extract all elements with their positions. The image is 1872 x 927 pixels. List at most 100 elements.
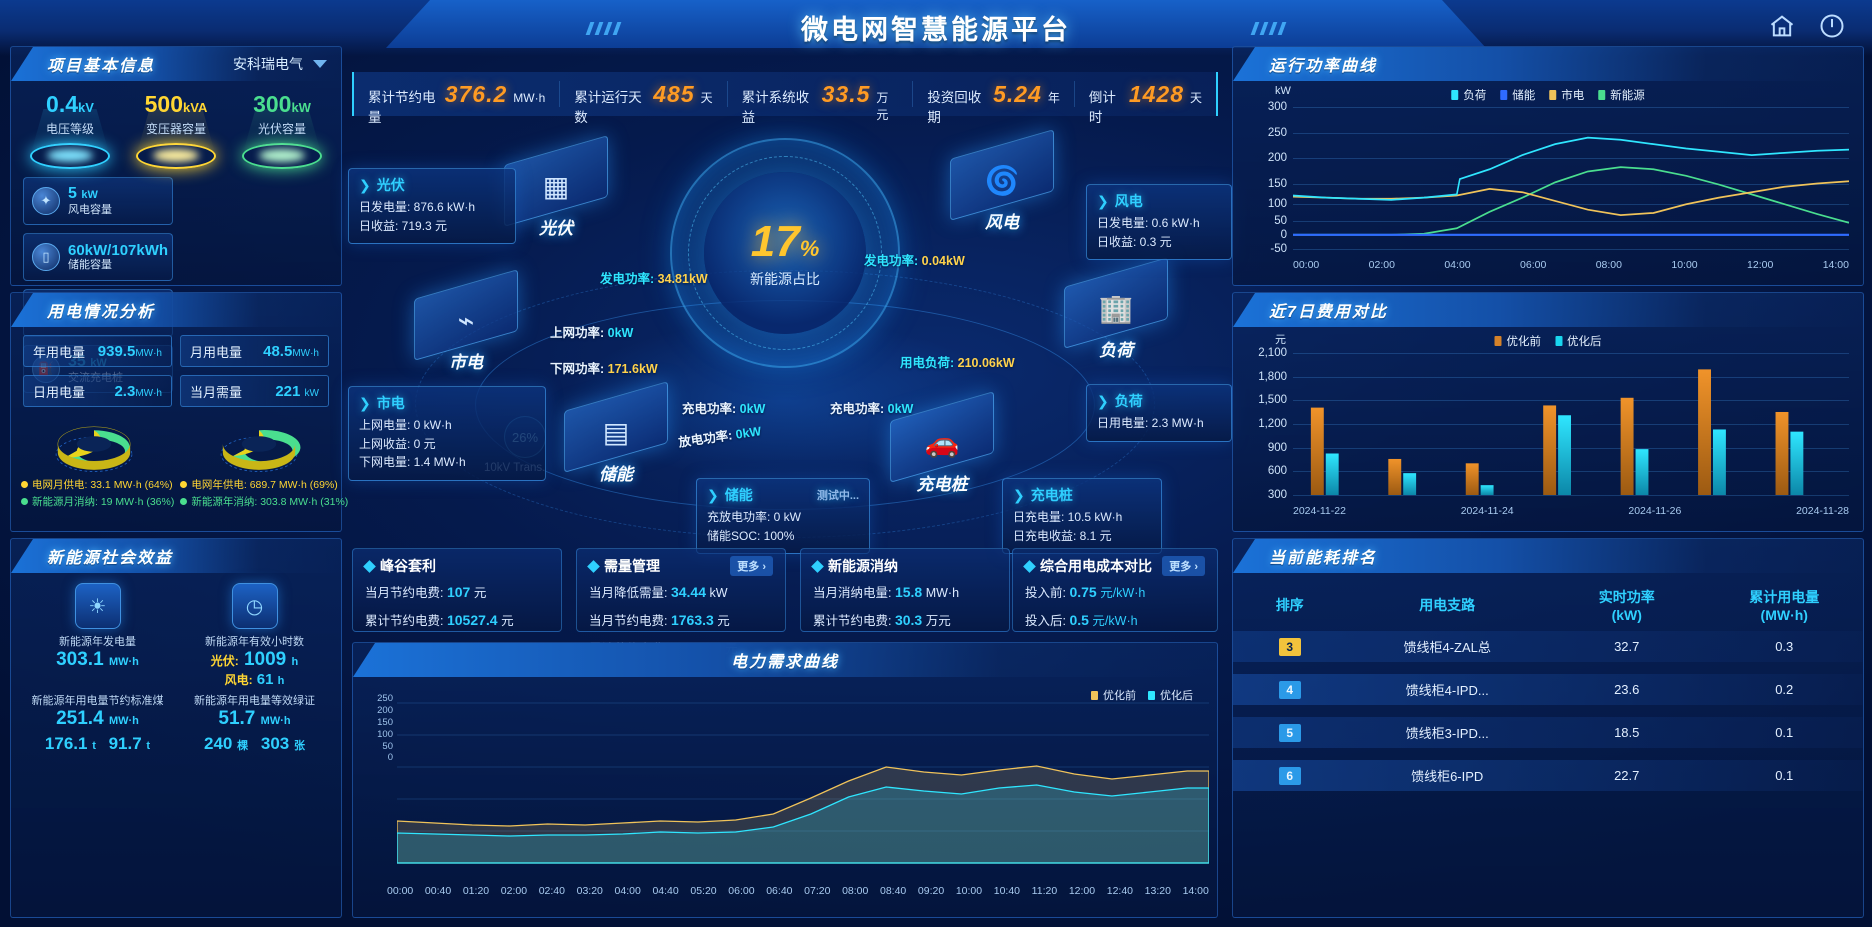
panel-demand-curve: 电力需求曲线 优化前 优化后 250 200 150 100 50 0 00:00 00:4… (352, 642, 1218, 918)
panel-title: 当前能耗排名 (1269, 550, 1378, 567)
cost-x-axis: 2024-11-22 2024-11-24 2024-11-26 2024-11… (1293, 505, 1849, 517)
stat-label: 累计系统收益 (741, 90, 810, 125)
corner-flag-icon (13, 294, 27, 308)
legend-text: 电网年供电: 689.7 MW·h (69%) (191, 479, 338, 491)
flow-value: 34.81 (657, 272, 689, 286)
power-y-unit: kW (1275, 85, 1291, 97)
legend-text: 新能源月消纳: 19 MW·h (36%) (32, 496, 175, 508)
card-title: 市电 (376, 395, 405, 411)
panel-header: 项目基本信息 安科瑞电气 (11, 47, 341, 81)
cell-label: 储能容量 (68, 259, 112, 272)
card-title: 负荷 (1114, 393, 1143, 409)
usage-row-1: 年用电量 939.5MW·h 月用电量 48.5MW·h (11, 327, 341, 367)
card-title: 充电桩 (1030, 487, 1073, 503)
demand-series-svg (397, 702, 1209, 864)
stat-value: 485 (653, 81, 695, 107)
power-x-axis: 00:00 02:00 04:00 06:00 08:00 10:00 12:0… (1293, 259, 1849, 271)
table-row[interactable]: 4 馈线柜4-IPD... 23.6 0.2 (1233, 674, 1863, 705)
node-charger[interactable]: 🚗 充电桩 (890, 391, 994, 495)
donut-monthly-supply (38, 413, 150, 475)
home-icon[interactable] (1768, 12, 1796, 40)
panel-header: 当前能耗排名 (1233, 539, 1863, 573)
kpi-value: 1763.3 (670, 612, 714, 629)
kpi-renewable-consumption: 新能源消纳 当月消纳电量: 15.8 MW·h 累计节约电费: 30.3 万元 (800, 548, 1010, 632)
stat-countdown: 倒计时 1428 天 (1075, 81, 1216, 125)
social-item-annual-generation: ☀ 新能源年发电量 303.1 MW·h (19, 583, 176, 688)
branch-name: 馈线柜4-IPD... (1405, 683, 1489, 698)
cell-value: 60kW/107kWh (68, 242, 169, 260)
stat-system-revenue: 累计系统收益 33.5 万元 (728, 81, 914, 125)
node-label: 风电 (985, 213, 1019, 232)
flow-value: 0 (607, 326, 615, 340)
kpi-label: 累计节约电费: (813, 614, 892, 629)
card-title: 风电 (1114, 193, 1143, 209)
legend-label: 优化前 (1506, 336, 1542, 348)
corner-flag-icon (1235, 540, 1249, 554)
kpi-value: 107 (446, 584, 471, 600)
table-row[interactable]: 3 馈线柜4-ZAL总 32.7 0.3 (1233, 631, 1863, 662)
energy-value: 0.1 (1775, 725, 1794, 740)
power-value: 22.7 (1614, 768, 1640, 783)
usage-unit: MW·h (135, 347, 162, 359)
kpi-value: 10527.4 (446, 612, 498, 629)
energy-value: 0.3 (1775, 639, 1794, 654)
kpi-label: 当月节约电费: (365, 586, 444, 600)
flow-unit: kW (688, 272, 708, 286)
social-value: 176.1 (44, 734, 88, 753)
social-label: 新能源年用电量节约标准煤 (31, 695, 164, 707)
panel-social-benefits: 新能源社会效益 ☀ 新能源年发电量 303.1 MW·h ◷ 新能源年有效小时数… (10, 538, 342, 918)
corner-flag-icon (355, 644, 369, 658)
gauge-value: 500 (144, 91, 184, 117)
usage-label: 日用电量 (33, 384, 86, 400)
company-selector-label[interactable]: 安科瑞电气 (233, 56, 303, 72)
kpi-title: 新能源消纳 (828, 558, 898, 574)
table-row[interactable]: 6 馈线柜6-IPD 22.7 0.1 (1233, 760, 1863, 791)
x-tick: 12:00 (1747, 259, 1774, 271)
usage-unit: MW·h (135, 387, 162, 399)
table-row[interactable]: 5 馈线柜3-IPD... 18.5 0.1 (1233, 717, 1863, 748)
stat-run-days: 累计运行天数 485 天 (560, 81, 728, 125)
usage-legend-monthly: 电网月供电: 33.1 MW·h (64%) 新能源月消纳: 19 MW·h (… (21, 477, 174, 511)
node-pv[interactable]: ▦ 光伏 (504, 135, 608, 239)
flow-ev-charge-power: 充电功率: 0kW (830, 398, 913, 417)
node-wind[interactable]: 🌀 风电 (950, 129, 1054, 233)
legend-label: 市电 (1561, 90, 1585, 102)
flow-label: 用电负荷: (900, 356, 955, 370)
energy-value: 0.2 (1775, 682, 1794, 697)
power-chart-canvas: kW 负荷 储能 市电 新能源 300 250 200 150 100 50 0… (1241, 85, 1855, 271)
social-item-green-cert: 新能源年用电量等效绿证 51.7 MW·h (176, 692, 333, 730)
social-unit: 张 (293, 740, 305, 752)
panel-title: 运行功率曲线 (1269, 58, 1378, 75)
flow-value: 0 (739, 402, 747, 416)
chevron-right-icon: ❯ (1013, 486, 1025, 503)
col-rank: 排序 (1275, 597, 1304, 613)
social-sub-label: 风电: (224, 673, 253, 687)
chevron-down-icon[interactable] (313, 60, 327, 68)
chevron-right-icon: ❯ (359, 394, 371, 411)
capacity-gauges: 0.4kV 电压等级 500kVA 变压器容量 300kW 光伏容量 (11, 81, 341, 169)
bullet-icon (587, 559, 600, 573)
kpi-unit: 万元 (925, 614, 951, 629)
more-button[interactable]: 更多 › (1162, 556, 1205, 576)
social-sub-label: 光伏: (210, 654, 239, 668)
cell-value: 5 (68, 185, 77, 203)
page-title: 微电网智慧能源平台 (801, 15, 1071, 45)
gauge-unit: kVA (183, 100, 208, 115)
social-item-effective-hours: ◷ 新能源年有效小时数 光伏: 1009 h 风电: 61 h (176, 583, 333, 688)
panel-title: 新能源社会效益 (47, 550, 174, 567)
node-load[interactable]: 🏢 负荷 (1064, 257, 1168, 361)
node-grid[interactable]: ⌁ 市电 (414, 269, 518, 373)
power-icon[interactable] (1818, 12, 1846, 40)
y-tick: 50 (1274, 214, 1287, 227)
more-button[interactable]: 更多 › (730, 556, 773, 576)
battery-bank-icon: ▤ (602, 417, 630, 448)
node-storage[interactable]: ▤ 储能 (564, 381, 668, 485)
col-total-energy: 累计用电量 (MW·h) (1749, 589, 1820, 623)
demand-x-axis: 00:00 00:40 01:20 02:00 02:40 03:20 04:00 04:40… (387, 885, 1209, 897)
power-plot-area: 300 250 200 150 100 50 0 -50 (1268, 101, 1849, 255)
donut-annual-supply (203, 413, 315, 475)
bullet-icon (363, 559, 376, 573)
power-chart-legend: 负荷 储能 市电 新能源 (1451, 87, 1645, 103)
battery-icon: ▯ (32, 243, 60, 271)
x-tick: 2024-11-28 (1796, 505, 1849, 517)
